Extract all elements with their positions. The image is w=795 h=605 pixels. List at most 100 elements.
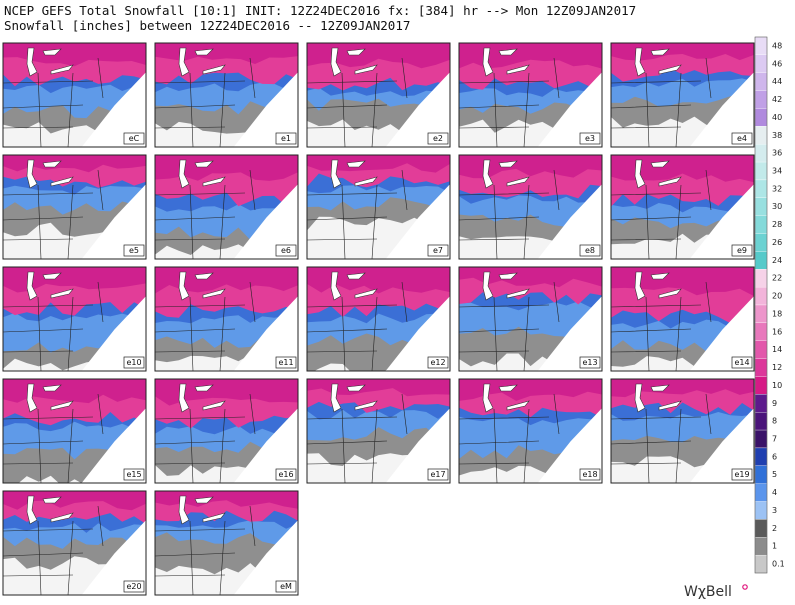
ocean xyxy=(233,184,298,259)
colorbar-label: 46 xyxy=(772,59,782,68)
panel-frame xyxy=(458,378,603,484)
colorbar-label: 3 xyxy=(772,506,777,515)
purple-area xyxy=(307,43,450,69)
panel-label: e10 xyxy=(126,358,141,367)
colorbar-swatch xyxy=(754,144,768,163)
colorbar-label: 2 xyxy=(772,524,777,533)
colorbar-swatch xyxy=(754,537,768,556)
colorbar-label: 16 xyxy=(772,327,782,336)
state-borders xyxy=(611,169,712,259)
lakes xyxy=(178,495,226,525)
lakes xyxy=(634,271,682,301)
lakes xyxy=(634,47,682,77)
colorbar-label: 40 xyxy=(772,113,782,122)
colorbar: 4846444240383634323028262422201816141210… xyxy=(754,36,785,574)
colorbar-label: 44 xyxy=(772,77,782,86)
map-panel xyxy=(611,267,754,371)
purple-area xyxy=(611,267,754,297)
panel-label: e8 xyxy=(585,246,595,255)
colorbar-swatch xyxy=(754,215,768,234)
ocean xyxy=(81,408,146,483)
purple-area xyxy=(155,491,298,509)
purple-area xyxy=(155,267,298,294)
state-borders xyxy=(3,281,104,371)
panel-grid: eC e1 e2 e3 e4 e5 e6 e7 e8 e9 e10 e11 e12 e13 e14 e15 e1… xyxy=(2,42,755,596)
colorbar-label: 34 xyxy=(772,167,782,176)
panel-label-box xyxy=(123,468,145,481)
lakes xyxy=(178,383,226,413)
panel-frame xyxy=(306,42,451,148)
state-borders xyxy=(459,169,560,259)
colorbar-swatch xyxy=(754,376,768,395)
panel-label: e18 xyxy=(582,470,597,479)
colorbar-label: 42 xyxy=(772,95,782,104)
panel-frame xyxy=(458,154,603,260)
colorbar-swatch xyxy=(754,394,768,413)
colorbar-swatch xyxy=(754,251,768,270)
state-borders xyxy=(3,57,104,147)
map-panel xyxy=(3,491,146,595)
purple-area xyxy=(459,43,602,69)
panel-label: e12 xyxy=(430,358,445,367)
colorbar-label: 32 xyxy=(772,184,782,193)
panel-label-box xyxy=(427,356,449,369)
panel-label: e1 xyxy=(281,134,291,143)
ocean xyxy=(233,408,298,483)
ocean xyxy=(81,520,146,595)
lakes xyxy=(26,495,74,525)
panel-frame xyxy=(306,378,451,484)
ocean xyxy=(537,408,602,483)
ocean xyxy=(537,184,602,259)
colorbar-label: 6 xyxy=(772,452,777,461)
colorbar-swatch xyxy=(754,36,768,56)
colorbar-swatch xyxy=(754,447,768,466)
ocean xyxy=(689,408,754,483)
colorbar-swatch xyxy=(754,179,768,198)
purple-area xyxy=(611,155,754,183)
panel-label-box xyxy=(731,356,753,369)
colorbar-label: 5 xyxy=(772,470,777,479)
panel-label-box xyxy=(275,356,297,369)
panel-label-box xyxy=(579,468,601,481)
panel-frame xyxy=(2,42,147,148)
colorbar-label: 28 xyxy=(772,220,782,229)
state-borders xyxy=(155,169,256,259)
map-panel xyxy=(155,379,298,483)
panel-label: e4 xyxy=(737,134,747,143)
map-panel xyxy=(3,379,146,483)
colorbar-frame xyxy=(754,36,768,574)
panel-frame xyxy=(2,266,147,372)
colorbar-swatch xyxy=(754,501,768,520)
colorbar-label: 48 xyxy=(772,41,782,50)
colorbar-label: 12 xyxy=(772,363,782,372)
state-borders xyxy=(3,393,104,483)
ocean xyxy=(689,296,754,371)
panel-label-box xyxy=(275,468,297,481)
map-panel xyxy=(307,379,450,483)
map-panel xyxy=(459,43,602,147)
colorbar-swatch xyxy=(754,519,768,538)
panel-label: e16 xyxy=(278,470,293,479)
colorbar-label: 30 xyxy=(772,202,782,211)
purple-area xyxy=(459,379,602,401)
state-borders xyxy=(611,57,712,147)
panel-frame xyxy=(154,490,299,596)
colorbar-swatch xyxy=(754,429,768,449)
map-panel xyxy=(307,155,450,259)
purple-area xyxy=(3,43,146,67)
colorbar-label: 4 xyxy=(772,488,777,497)
panel-label-box xyxy=(731,468,753,481)
lakes xyxy=(330,47,378,77)
state-borders xyxy=(307,281,408,371)
panel-frame xyxy=(610,266,755,372)
panel-frame xyxy=(154,154,299,260)
panel-label-box xyxy=(427,244,449,257)
colorbar-label: 22 xyxy=(772,274,782,283)
lakes xyxy=(482,47,530,77)
colorbar-swatch xyxy=(754,340,768,359)
purple-area xyxy=(611,379,754,398)
lakes xyxy=(178,159,226,189)
panel-frame xyxy=(610,42,755,148)
panel-frame xyxy=(2,154,147,260)
